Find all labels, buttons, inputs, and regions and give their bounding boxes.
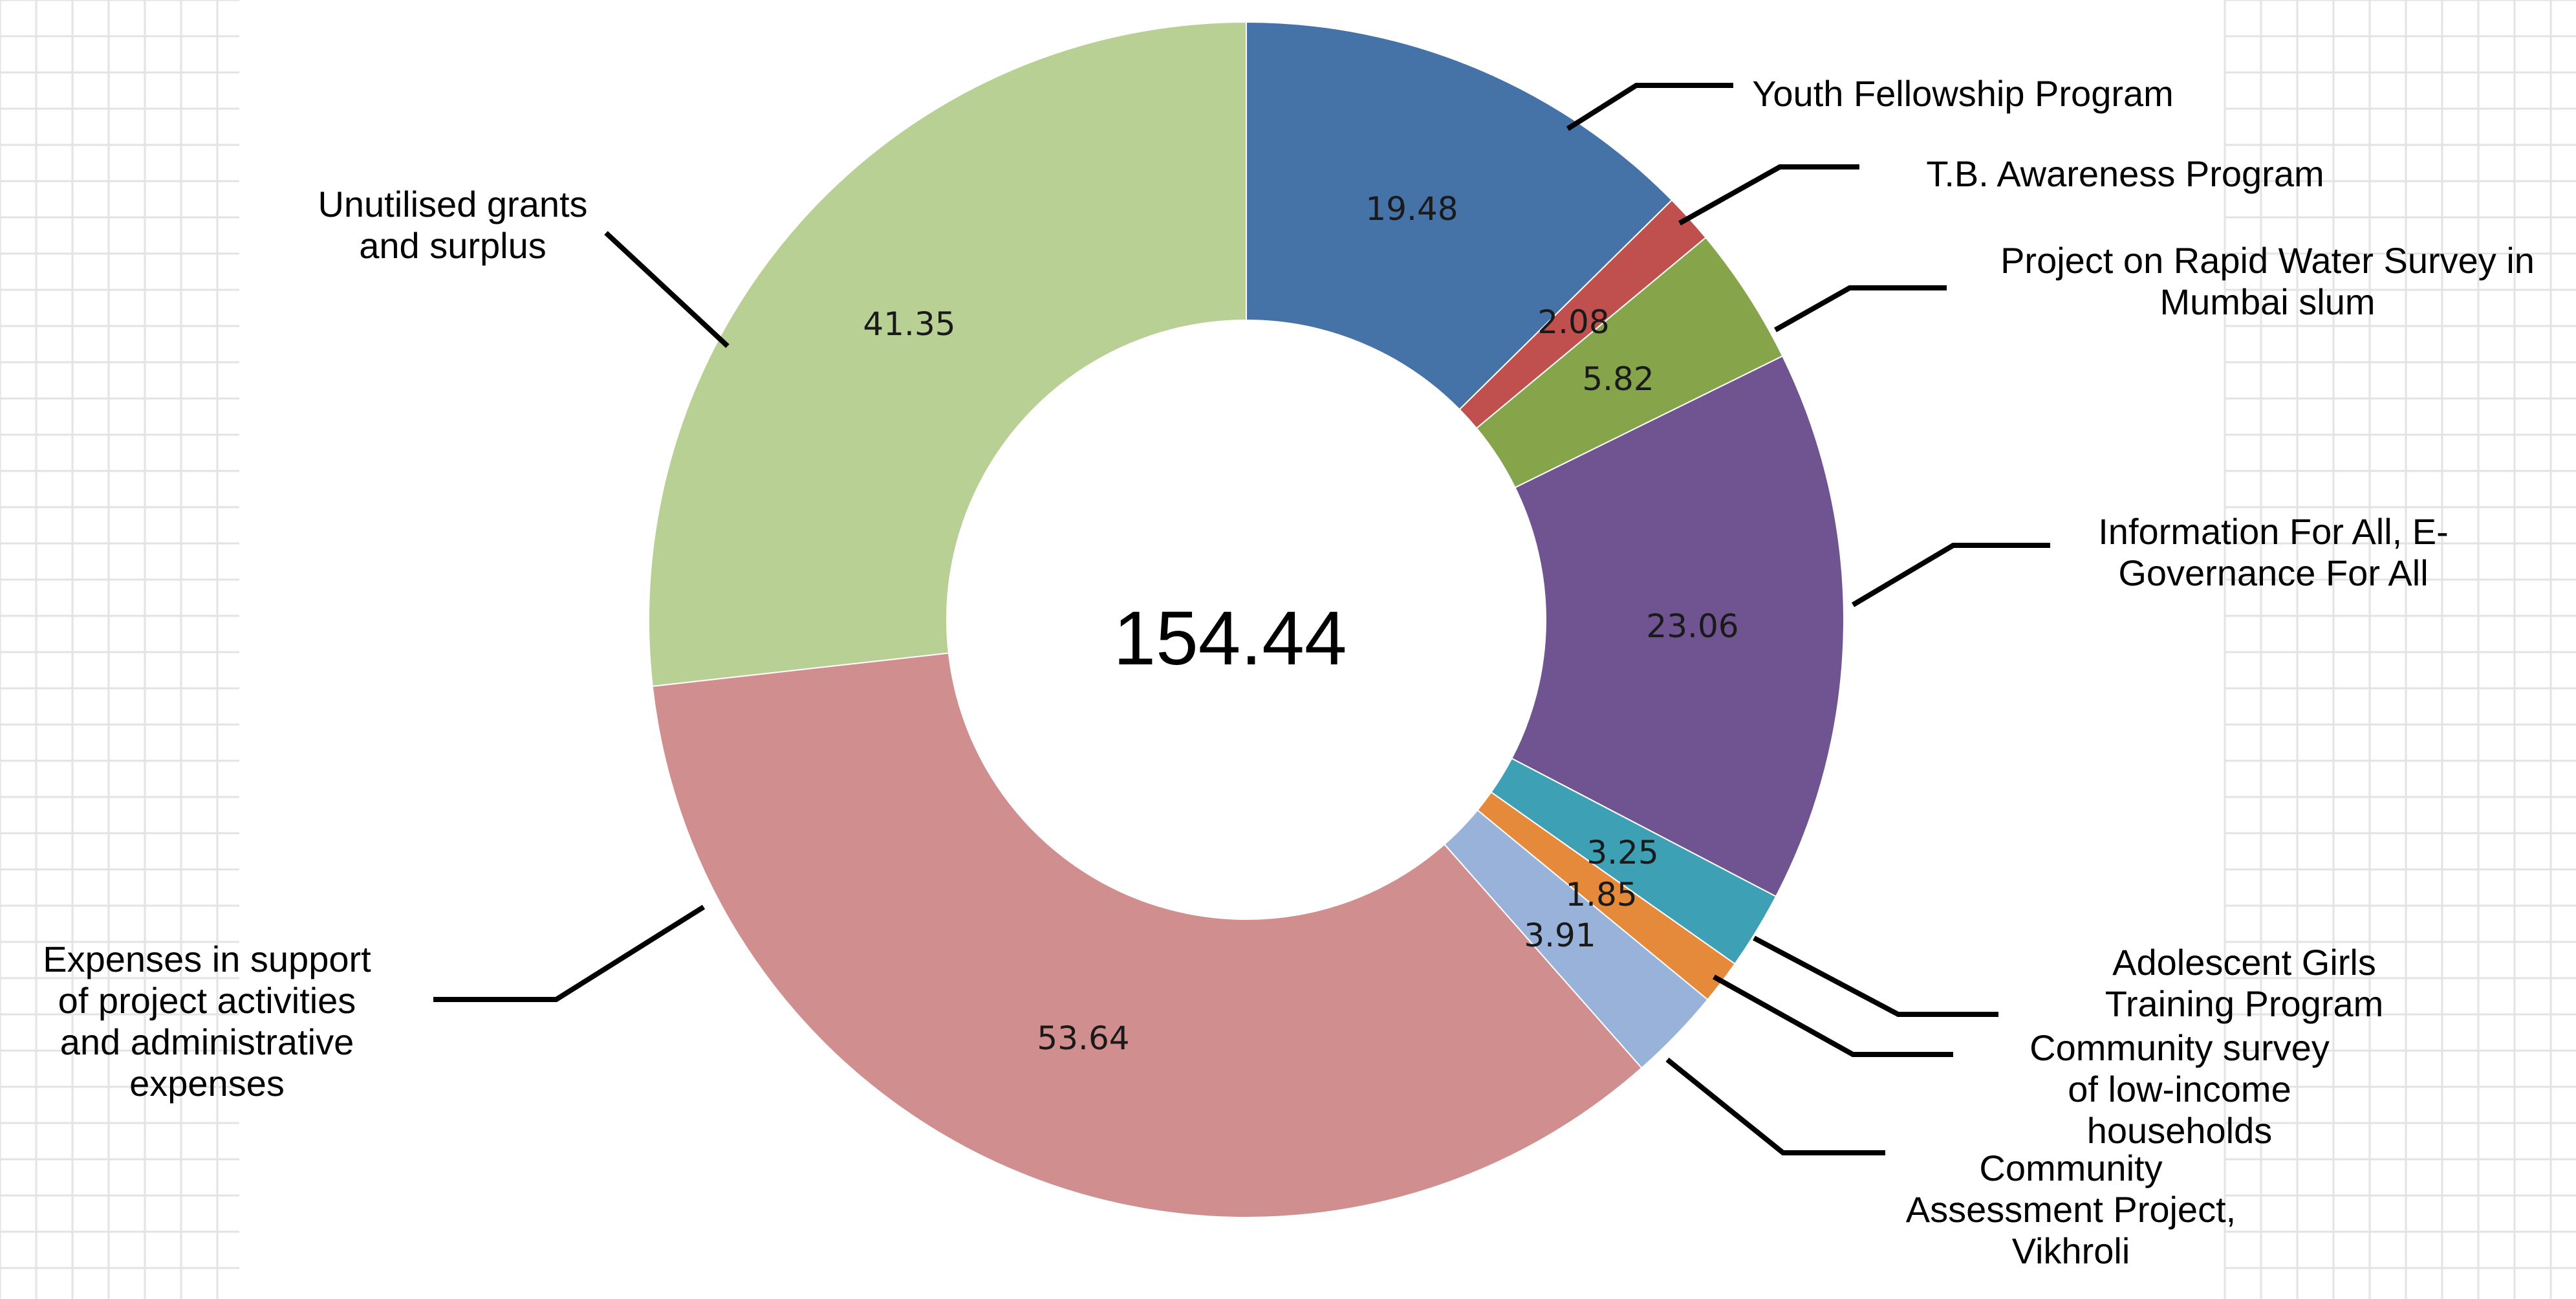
leader-line-adolescent-girls-training-program [1753,935,1998,1017]
value-label-unutilised-grants-and-surplus: 41.35 [863,305,955,343]
category-label-community-assessment-project-vikhroli: Vikhroli [2012,1230,2130,1271]
category-label-unutilised-grants-and-surplus: and surplus [359,225,547,266]
leader-line-expenses-in-support-of-project-activities-and-administrative-expenses [433,904,706,1002]
value-label-information-for-all-e-governance-for-all: 23.06 [1646,607,1738,645]
slice-information-for-all-e-governance-for-all [1511,355,1845,898]
leader-line-information-for-all-e-governance-for-all [1851,543,2050,607]
category-label-information-for-all-e-governance-for-all: Governance For All [2118,552,2428,593]
category-label-t-b-awareness-program: T.B. Awareness Program [1926,153,2324,194]
value-label-project-on-rapid-water-survey-in-mumbai-slum: 5.82 [1582,360,1654,398]
slice-unutilised-grants-and-surplus [647,21,1247,687]
value-label-expenses-in-support-of-project-activities-and-administrative-expenses: 53.64 [1037,1020,1129,1057]
category-label-project-on-rapid-water-survey-in-mumbai-slum: Project on Rapid Water Survey in [2000,240,2535,281]
leader-lines [433,83,2050,1155]
leader-line-t-b-awareness-program [1678,164,1859,226]
category-label-community-survey-of-low-income-households: households [2087,1110,2272,1151]
category-label-expenses-in-support-of-project-activities-and-administrative-expenses: Expenses in support [43,939,371,979]
category-label-adolescent-girls-training-program: Training Program [2105,983,2384,1024]
category-labels: Youth Fellowship Program T.B. Awareness P… [43,73,2535,1271]
leader-line-community-assessment-project-vikhroli [1665,1057,1885,1155]
leader-line-unutilised-grants-and-surplus [604,231,730,348]
donut-slices [647,21,1845,1218]
category-label-community-assessment-project-vikhroli: Assessment Project, [1906,1189,2236,1230]
slice-expenses-in-support-of-project-activities-and-administrative-expenses [651,652,1643,1218]
category-label-expenses-in-support-of-project-activities-and-administrative-expenses: of project activities [58,980,356,1021]
leader-line-community-survey-of-low-income-households [1713,974,1953,1057]
category-label-community-survey-of-low-income-households: Community survey [2029,1027,2330,1068]
category-label-information-for-all-e-governance-for-all: Information For All, E- [2098,511,2449,552]
value-label-community-survey-of-low-income-households: 1.85 [1565,876,1637,913]
category-label-expenses-in-support-of-project-activities-and-administrative-expenses: expenses [129,1063,285,1104]
value-label-youth-fellowship-program: 19.48 [1365,190,1458,228]
value-label-community-assessment-project-vikhroli: 3.91 [1524,917,1596,954]
category-label-community-survey-of-low-income-households: of low-income [2068,1069,2291,1109]
value-label-adolescent-girls-training-program: 3.25 [1586,834,1658,871]
slice-youth-fellowship-program [1246,21,1673,411]
leader-line-youth-fellowship-program [1566,83,1733,131]
category-label-youth-fellowship-program: Youth Fellowship Program [1752,73,2174,114]
value-label-t-b-awareness-program: 2.08 [1537,303,1609,341]
leader-line-project-on-rapid-water-survey-in-mumbai-slum [1774,285,1947,333]
category-label-community-assessment-project-vikhroli: Community [1979,1148,2162,1188]
category-label-project-on-rapid-water-survey-in-mumbai-slum: Mumbai slum [2160,281,2376,322]
slice-value-labels: 19.48 2.08 5.82 23.06 3.25 1.85 3.91 53.64 41.35 [863,190,1738,1057]
category-label-adolescent-girls-training-program: Adolescent Girls [2112,942,2376,983]
category-label-unutilised-grants-and-surplus: Unutilised grants [318,184,587,224]
category-label-expenses-in-support-of-project-activities-and-administrative-expenses: and administrative [60,1021,354,1062]
center-total-label: 154.44 [1114,596,1347,681]
